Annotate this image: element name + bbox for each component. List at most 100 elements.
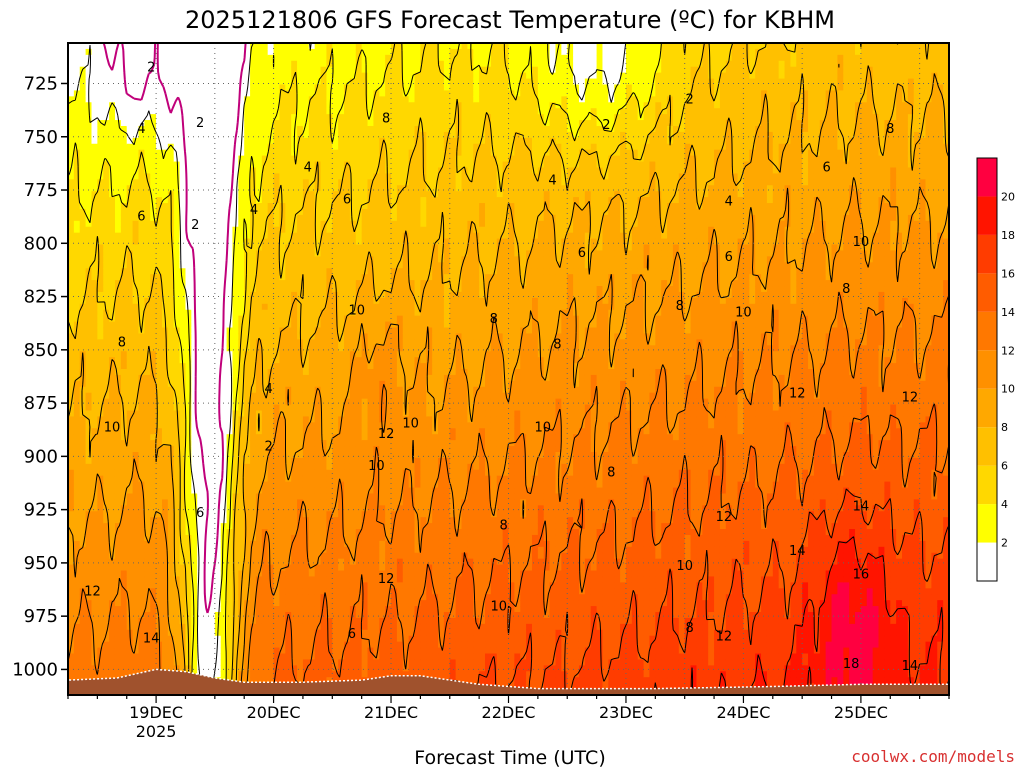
y-tick-label: 975	[24, 606, 58, 627]
colorbar-swatch	[977, 273, 997, 312]
contour-label: 10	[402, 416, 419, 431]
x-axis-label: Forecast Time (UTC)	[414, 747, 605, 768]
contour-label: 10	[368, 459, 385, 474]
colorbar-label: 10	[1001, 383, 1015, 396]
y-tick-label: 925	[24, 500, 58, 521]
contour-label: 12	[378, 427, 395, 442]
y-tick-label: 775	[24, 180, 58, 201]
colorbar-label: 6	[1001, 460, 1008, 473]
x-tick-label: 22DEC	[482, 703, 536, 722]
contour-label: 8	[676, 299, 684, 314]
contour-label: 10	[490, 600, 507, 615]
x-tick-label: 25DEC	[834, 703, 888, 722]
contour-label: 10	[104, 421, 121, 436]
contour-12	[68, 291, 949, 695]
y-tick-label: 1000	[12, 659, 58, 680]
y-tick-label: 825	[24, 287, 58, 308]
colorbar-swatch	[977, 465, 997, 505]
colorbar-swatch	[977, 350, 997, 389]
contour-label: 10	[735, 305, 752, 320]
credit-text[interactable]: coolwx.com/models	[851, 747, 1015, 766]
contour-label: 8	[842, 282, 850, 297]
contour-label: 12	[902, 391, 919, 406]
contour-6	[68, 43, 930, 695]
contour-label: 6	[822, 161, 830, 176]
x-tick-label: 19DEC	[129, 703, 183, 722]
contour-label: 10	[348, 303, 365, 318]
contour-4	[68, 43, 687, 695]
y-tick-label: 800	[24, 233, 58, 254]
x-tick-label: 21DEC	[364, 703, 418, 722]
grid-lines	[68, 43, 949, 695]
contour-label: 8	[490, 312, 498, 327]
colorbar-label: 12	[1001, 344, 1015, 357]
freezing-contour	[102, 43, 247, 614]
contour-label: 6	[578, 246, 586, 261]
contour-label: 14	[853, 499, 870, 514]
colorbar-label: 2	[1001, 537, 1008, 550]
contour-0	[102, 43, 247, 614]
contour-label: 4	[137, 122, 145, 137]
y-axis: 725 750 775 800 825 850 875 900 925 950 975 1000	[12, 73, 68, 680]
contour-label: 12	[84, 585, 101, 600]
x-tick-label: 24DEC	[716, 703, 770, 722]
colorbar-label: 18	[1001, 229, 1015, 242]
temperature-bands	[68, 43, 949, 695]
contour-label: 2	[602, 118, 610, 133]
contour-label: 10	[534, 421, 551, 436]
contour-label: 14	[902, 659, 919, 674]
contour-label: 6	[725, 250, 733, 265]
contour-16	[346, 488, 949, 695]
contour-label: 8	[553, 337, 561, 352]
colorbar-label: 14	[1001, 306, 1015, 319]
colorbar-swatch	[977, 427, 997, 466]
x-tick-label: 20DEC	[247, 703, 301, 722]
colorbar-swatch	[977, 504, 997, 543]
contour-label: 12	[716, 510, 733, 525]
plot-area: 2 2 2 2 2 2 4 4 4 4 4 4 6 6 6 6 6 6 6 8 8 8 8 8 8 8 8 8 8 10 10 10 10 10 1…	[68, 43, 949, 695]
y-tick-label: 725	[24, 73, 58, 94]
contour-label: 14	[143, 631, 160, 646]
contour-labels: 2 2 2 2 2 2 4 4 4 4 4 4 6 6 6 6 6 6 6 8 8 8 8 8 8 8 8 8 8 10 10 10 10 10 1…	[84, 60, 918, 674]
colorbar-label: 20	[1001, 190, 1015, 203]
contour-label: 8	[118, 335, 126, 350]
contour-label: 6	[348, 627, 356, 642]
colorbar-swatch	[977, 542, 997, 581]
colorbar-frame	[976, 157, 998, 582]
contour-label: 12	[716, 629, 733, 644]
contour-label: 8	[499, 519, 507, 534]
colorbar-label: 4	[1001, 498, 1008, 511]
contour-label: 14	[789, 544, 806, 559]
contour-label: 8	[382, 112, 390, 127]
contour-label: 16	[853, 568, 870, 583]
colorbar: 2 4 6 8 10 12 14 16 18 20	[976, 157, 1015, 582]
contour-label: 6	[343, 193, 351, 208]
contour-label: 4	[265, 382, 273, 397]
y-tick-label: 900	[24, 446, 58, 467]
colorbar-label: 8	[1001, 421, 1008, 434]
contour-label: 4	[725, 195, 733, 210]
contour-label: 8	[886, 122, 894, 137]
y-tick-label: 750	[24, 127, 58, 148]
y-tick-label: 875	[24, 393, 58, 414]
terrain-ground	[68, 668, 949, 695]
contour-label: 4	[250, 203, 258, 218]
contour-14	[144, 403, 949, 695]
contour-label: 2	[685, 92, 693, 107]
contour-label: 8	[607, 465, 615, 480]
contour-label: 6	[137, 210, 145, 225]
contour-8	[68, 63, 949, 695]
contour-label: 2	[191, 218, 199, 233]
contour-label: 8	[685, 621, 693, 636]
x-tick-label: 23DEC	[599, 703, 653, 722]
colorbar-swatch	[977, 311, 997, 351]
contour-label: 6	[196, 506, 204, 521]
contour-label: 4	[548, 173, 556, 188]
y-tick-label: 950	[24, 553, 58, 574]
contour-label: 10	[853, 235, 870, 250]
colorbar-swatch	[977, 234, 997, 274]
contour-label: 12	[378, 572, 395, 587]
contour-label: 10	[676, 559, 693, 574]
